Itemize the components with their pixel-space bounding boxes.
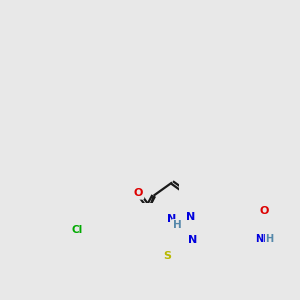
Text: Cl: Cl	[72, 225, 83, 235]
Text: H: H	[266, 234, 274, 244]
Text: NH: NH	[255, 234, 273, 244]
Text: S: S	[163, 251, 171, 261]
Text: NH: NH	[255, 234, 272, 244]
Text: O: O	[133, 188, 143, 198]
Text: H: H	[265, 234, 273, 244]
Text: H: H	[172, 220, 181, 230]
Text: N: N	[186, 212, 195, 222]
Text: O: O	[259, 206, 269, 216]
Text: N: N	[167, 214, 177, 224]
Text: N: N	[188, 235, 198, 245]
